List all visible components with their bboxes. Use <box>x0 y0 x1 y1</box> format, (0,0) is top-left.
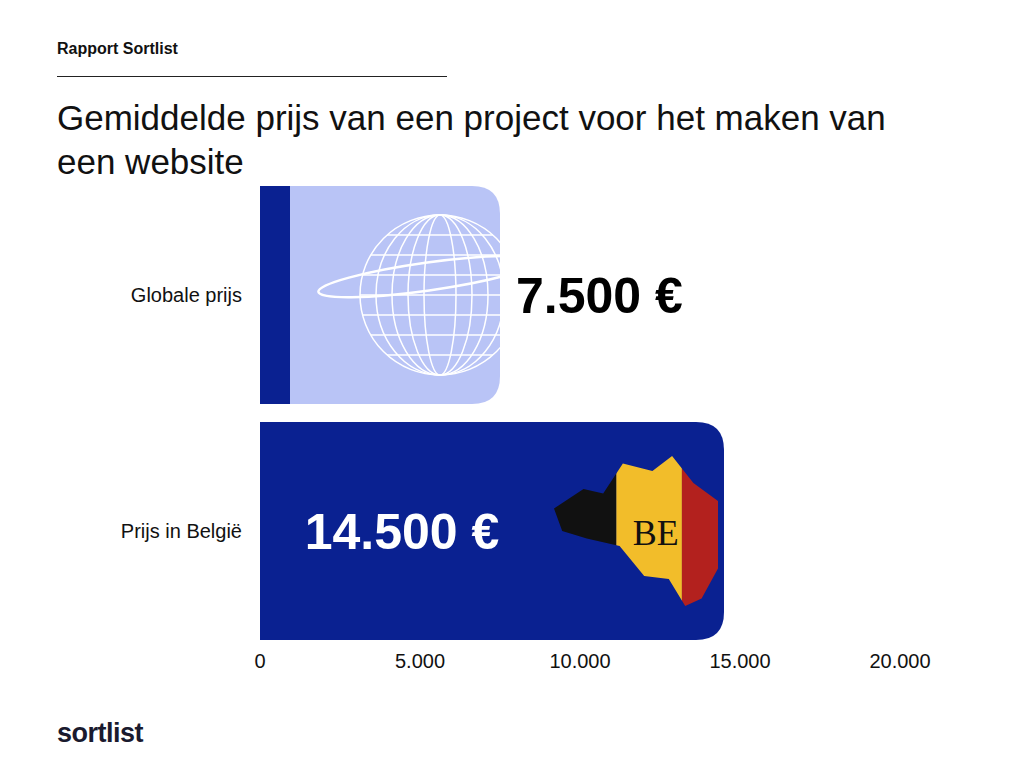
category-label: Globale prijs <box>131 284 242 306</box>
globe-parallel <box>371 334 510 336</box>
tick-label: 0 <box>254 650 265 672</box>
header: Rapport Sortlist <box>57 40 178 58</box>
flag-yellow <box>616 456 682 606</box>
flag <box>554 456 718 606</box>
flag-black <box>554 456 616 606</box>
logo: sortlist <box>57 718 143 749</box>
tick-label: 20.000 <box>869 650 930 672</box>
globe-parallel <box>363 314 518 316</box>
tick-mark <box>420 640 421 643</box>
marks <box>260 186 724 640</box>
tick-mark <box>740 640 741 643</box>
tick-mark <box>580 640 581 643</box>
category-label: Prijs in België <box>121 520 242 542</box>
globe-icon <box>316 215 538 375</box>
tick-label: 10.000 <box>549 650 610 672</box>
tick-mark <box>900 640 901 643</box>
data-label: 7.500 € <box>516 268 683 324</box>
tick-label: 5.000 <box>395 650 445 672</box>
globe-parallel <box>387 234 493 236</box>
tick-label: 15.000 <box>709 650 770 672</box>
header-rule <box>57 76 447 77</box>
bar-accent <box>260 186 290 404</box>
labels: Globale prijs 7.500 € BE Prijs in België 14.… <box>121 268 683 560</box>
globe-ring <box>316 247 538 305</box>
bar <box>260 422 724 640</box>
data-label: 14.500 € <box>305 504 500 560</box>
tick-mark <box>260 640 261 643</box>
globe-parallel <box>363 274 518 276</box>
title: Gemiddelde prijs van een project voor he… <box>57 96 937 184</box>
x-axis: 0 5.000 10.000 15.000 20.000 <box>254 640 930 672</box>
flag-red <box>682 456 718 606</box>
annotation: BE <box>633 513 679 553</box>
globe-parallel <box>387 354 493 356</box>
